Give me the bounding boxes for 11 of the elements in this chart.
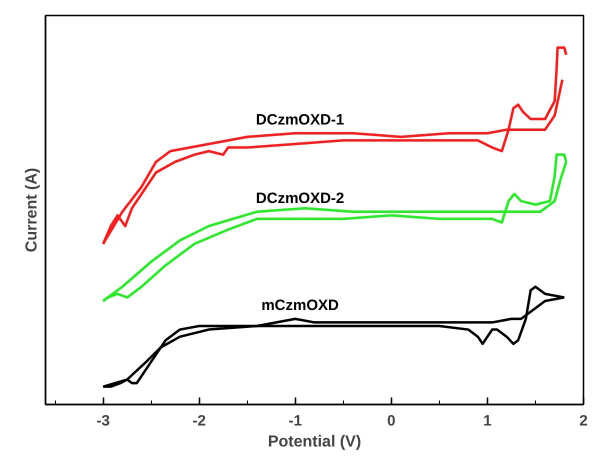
x-tick-label: 2 (579, 412, 588, 430)
series-label: mCzmOXD (261, 296, 340, 314)
series-label: DCzmOXD-2 (256, 190, 344, 207)
x-tick-label: 1 (483, 412, 492, 430)
x-tick-label: -3 (96, 412, 110, 430)
x-tick-label: -1 (288, 412, 302, 430)
x-tick-label: -2 (192, 412, 206, 430)
x-axis-title: Potential (V) (268, 434, 362, 450)
series-label: DCzmOXD-1 (256, 111, 344, 128)
x-tick-label: 0 (387, 412, 396, 430)
y-axis-title: Current (A) (24, 168, 40, 252)
